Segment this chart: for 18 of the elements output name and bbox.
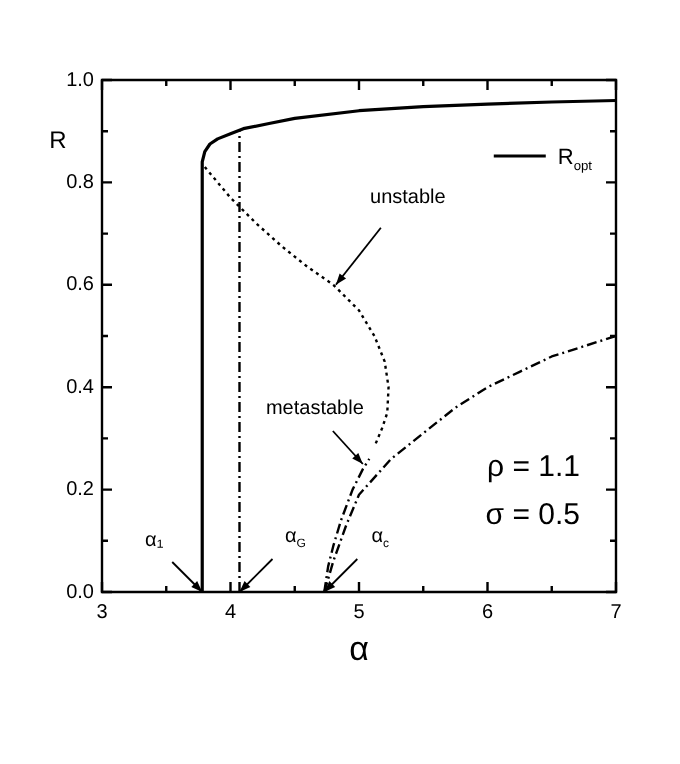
- x-tick-label: 4: [224, 601, 237, 624]
- y-axis-title: R: [49, 126, 68, 154]
- y-tick-label: 0.8: [66, 171, 95, 194]
- x-tick-label: 7: [610, 601, 623, 624]
- x-tick-label: 3: [96, 601, 109, 624]
- annotation: unstable: [370, 186, 447, 209]
- y-tick-label: 1.0: [66, 69, 95, 92]
- y-tick-label: 0.2: [66, 479, 95, 502]
- x-tick-label: 5: [353, 601, 366, 624]
- annotation: ρ = 1.1: [487, 450, 581, 484]
- x-tick-label: 6: [481, 601, 494, 624]
- y-tick-label: 0.6: [66, 274, 95, 297]
- y-tick-label: 0.0: [66, 581, 95, 604]
- annotation: σ = 0.5: [485, 498, 581, 532]
- annotation: metastable: [265, 398, 365, 420]
- y-tick-label: 0.4: [66, 376, 95, 399]
- annotation: α₁: [145, 530, 165, 552]
- x-axis-title: α: [349, 630, 370, 668]
